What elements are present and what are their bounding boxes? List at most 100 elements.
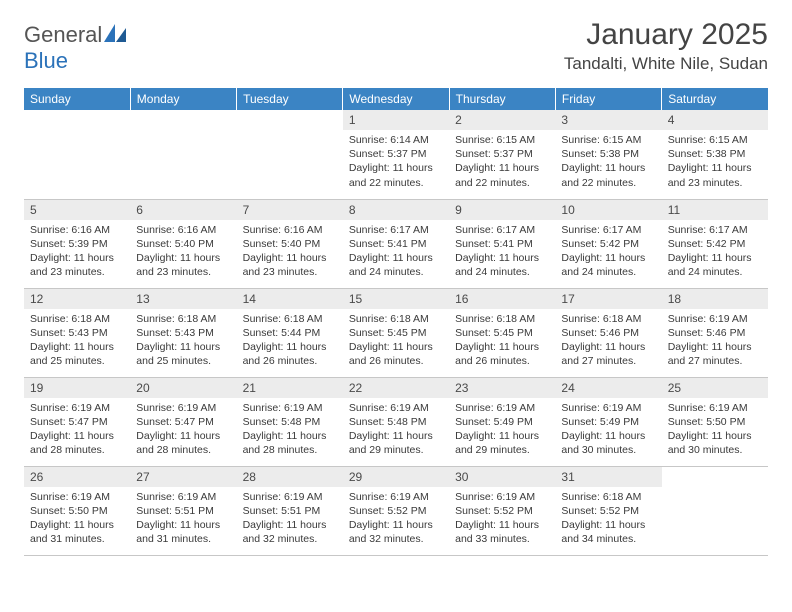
day-number: 6: [130, 200, 236, 220]
weekday-header: Sunday: [24, 88, 130, 110]
day-number: 2: [449, 110, 555, 130]
day-number: 21: [237, 378, 343, 398]
calendar-cell: 29Sunrise: 6:19 AMSunset: 5:52 PMDayligh…: [343, 466, 449, 555]
calendar-cell: [662, 466, 768, 555]
day-content: Sunrise: 6:19 AMSunset: 5:48 PMDaylight:…: [237, 398, 343, 462]
day-content: Sunrise: 6:16 AMSunset: 5:40 PMDaylight:…: [130, 220, 236, 284]
calendar-cell: 13Sunrise: 6:18 AMSunset: 5:43 PMDayligh…: [130, 288, 236, 377]
day-content: Sunrise: 6:18 AMSunset: 5:46 PMDaylight:…: [555, 309, 661, 373]
day-content: Sunrise: 6:19 AMSunset: 5:52 PMDaylight:…: [449, 487, 555, 551]
day-number: 17: [555, 289, 661, 309]
day-content: Sunrise: 6:17 AMSunset: 5:41 PMDaylight:…: [343, 220, 449, 284]
calendar-cell: 4Sunrise: 6:15 AMSunset: 5:38 PMDaylight…: [662, 110, 768, 199]
calendar-body: 1Sunrise: 6:14 AMSunset: 5:37 PMDaylight…: [24, 110, 768, 555]
calendar-cell: 23Sunrise: 6:19 AMSunset: 5:49 PMDayligh…: [449, 377, 555, 466]
weekday-header-row: SundayMondayTuesdayWednesdayThursdayFrid…: [24, 88, 768, 110]
calendar-cell: 28Sunrise: 6:19 AMSunset: 5:51 PMDayligh…: [237, 466, 343, 555]
calendar-cell: 16Sunrise: 6:18 AMSunset: 5:45 PMDayligh…: [449, 288, 555, 377]
calendar-cell: 12Sunrise: 6:18 AMSunset: 5:43 PMDayligh…: [24, 288, 130, 377]
day-number: 19: [24, 378, 130, 398]
day-content: Sunrise: 6:16 AMSunset: 5:40 PMDaylight:…: [237, 220, 343, 284]
day-number: 23: [449, 378, 555, 398]
calendar-cell: 8Sunrise: 6:17 AMSunset: 5:41 PMDaylight…: [343, 199, 449, 288]
day-content: Sunrise: 6:17 AMSunset: 5:41 PMDaylight:…: [449, 220, 555, 284]
day-content: Sunrise: 6:19 AMSunset: 5:50 PMDaylight:…: [24, 487, 130, 551]
day-content: Sunrise: 6:19 AMSunset: 5:46 PMDaylight:…: [662, 309, 768, 373]
weekday-header: Monday: [130, 88, 236, 110]
calendar-page: General Blue January 2025 Tandalti, Whit…: [0, 0, 792, 556]
calendar-cell: 11Sunrise: 6:17 AMSunset: 5:42 PMDayligh…: [662, 199, 768, 288]
day-number: 20: [130, 378, 236, 398]
calendar-cell: 7Sunrise: 6:16 AMSunset: 5:40 PMDaylight…: [237, 199, 343, 288]
day-content: Sunrise: 6:16 AMSunset: 5:39 PMDaylight:…: [24, 220, 130, 284]
calendar-cell: 2Sunrise: 6:15 AMSunset: 5:37 PMDaylight…: [449, 110, 555, 199]
day-number: 4: [662, 110, 768, 130]
calendar-cell: 19Sunrise: 6:19 AMSunset: 5:47 PMDayligh…: [24, 377, 130, 466]
day-number: 31: [555, 467, 661, 487]
logo-word2: Blue: [24, 48, 68, 73]
calendar-row: 1Sunrise: 6:14 AMSunset: 5:37 PMDaylight…: [24, 110, 768, 199]
weekday-header: Wednesday: [343, 88, 449, 110]
day-number: 24: [555, 378, 661, 398]
calendar-cell: 9Sunrise: 6:17 AMSunset: 5:41 PMDaylight…: [449, 199, 555, 288]
day-number: 14: [237, 289, 343, 309]
day-content: Sunrise: 6:15 AMSunset: 5:38 PMDaylight:…: [555, 130, 661, 194]
day-number: 28: [237, 467, 343, 487]
day-number: 5: [24, 200, 130, 220]
day-number: 15: [343, 289, 449, 309]
day-content: Sunrise: 6:18 AMSunset: 5:44 PMDaylight:…: [237, 309, 343, 373]
calendar-cell: 10Sunrise: 6:17 AMSunset: 5:42 PMDayligh…: [555, 199, 661, 288]
day-content: Sunrise: 6:19 AMSunset: 5:50 PMDaylight:…: [662, 398, 768, 462]
day-number: 7: [237, 200, 343, 220]
weekday-header: Friday: [555, 88, 661, 110]
calendar-cell: 14Sunrise: 6:18 AMSunset: 5:44 PMDayligh…: [237, 288, 343, 377]
calendar-row: 26Sunrise: 6:19 AMSunset: 5:50 PMDayligh…: [24, 466, 768, 555]
day-number: 25: [662, 378, 768, 398]
weekday-header: Thursday: [449, 88, 555, 110]
logo-sail-icon: [104, 22, 126, 48]
day-number: 16: [449, 289, 555, 309]
day-number: 1: [343, 110, 449, 130]
day-number: 3: [555, 110, 661, 130]
day-number: 30: [449, 467, 555, 487]
weekday-header: Saturday: [662, 88, 768, 110]
day-number: 12: [24, 289, 130, 309]
logo: General Blue: [24, 18, 126, 74]
day-content: Sunrise: 6:18 AMSunset: 5:52 PMDaylight:…: [555, 487, 661, 551]
calendar-cell: 22Sunrise: 6:19 AMSunset: 5:48 PMDayligh…: [343, 377, 449, 466]
day-number: 11: [662, 200, 768, 220]
calendar-cell: 21Sunrise: 6:19 AMSunset: 5:48 PMDayligh…: [237, 377, 343, 466]
day-content: Sunrise: 6:15 AMSunset: 5:37 PMDaylight:…: [449, 130, 555, 194]
calendar-cell: 24Sunrise: 6:19 AMSunset: 5:49 PMDayligh…: [555, 377, 661, 466]
day-content: Sunrise: 6:19 AMSunset: 5:52 PMDaylight:…: [343, 487, 449, 551]
day-content: Sunrise: 6:19 AMSunset: 5:49 PMDaylight:…: [555, 398, 661, 462]
logo-word1: General: [24, 22, 102, 47]
header: General Blue January 2025 Tandalti, Whit…: [24, 18, 768, 74]
calendar-cell: 3Sunrise: 6:15 AMSunset: 5:38 PMDaylight…: [555, 110, 661, 199]
calendar-cell: 6Sunrise: 6:16 AMSunset: 5:40 PMDaylight…: [130, 199, 236, 288]
day-number: 8: [343, 200, 449, 220]
title-block: January 2025 Tandalti, White Nile, Sudan: [564, 18, 768, 74]
location: Tandalti, White Nile, Sudan: [564, 54, 768, 74]
calendar-cell: 31Sunrise: 6:18 AMSunset: 5:52 PMDayligh…: [555, 466, 661, 555]
calendar-cell: [237, 110, 343, 199]
day-number: 26: [24, 467, 130, 487]
day-content: Sunrise: 6:19 AMSunset: 5:48 PMDaylight:…: [343, 398, 449, 462]
day-number: 27: [130, 467, 236, 487]
weekday-header: Tuesday: [237, 88, 343, 110]
day-content: Sunrise: 6:19 AMSunset: 5:49 PMDaylight:…: [449, 398, 555, 462]
calendar-cell: 25Sunrise: 6:19 AMSunset: 5:50 PMDayligh…: [662, 377, 768, 466]
day-number: 29: [343, 467, 449, 487]
calendar-cell: 26Sunrise: 6:19 AMSunset: 5:50 PMDayligh…: [24, 466, 130, 555]
day-number: 9: [449, 200, 555, 220]
calendar-row: 5Sunrise: 6:16 AMSunset: 5:39 PMDaylight…: [24, 199, 768, 288]
calendar-cell: 17Sunrise: 6:18 AMSunset: 5:46 PMDayligh…: [555, 288, 661, 377]
day-content: Sunrise: 6:19 AMSunset: 5:47 PMDaylight:…: [130, 398, 236, 462]
day-number: 13: [130, 289, 236, 309]
calendar-cell: 18Sunrise: 6:19 AMSunset: 5:46 PMDayligh…: [662, 288, 768, 377]
calendar-table: SundayMondayTuesdayWednesdayThursdayFrid…: [24, 88, 768, 556]
day-content: Sunrise: 6:18 AMSunset: 5:43 PMDaylight:…: [130, 309, 236, 373]
day-content: Sunrise: 6:17 AMSunset: 5:42 PMDaylight:…: [555, 220, 661, 284]
calendar-cell: 5Sunrise: 6:16 AMSunset: 5:39 PMDaylight…: [24, 199, 130, 288]
day-number: 10: [555, 200, 661, 220]
